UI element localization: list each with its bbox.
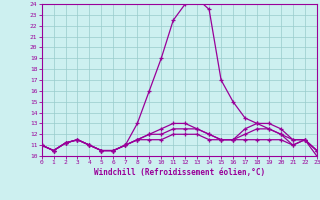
X-axis label: Windchill (Refroidissement éolien,°C): Windchill (Refroidissement éolien,°C) (94, 168, 265, 177)
